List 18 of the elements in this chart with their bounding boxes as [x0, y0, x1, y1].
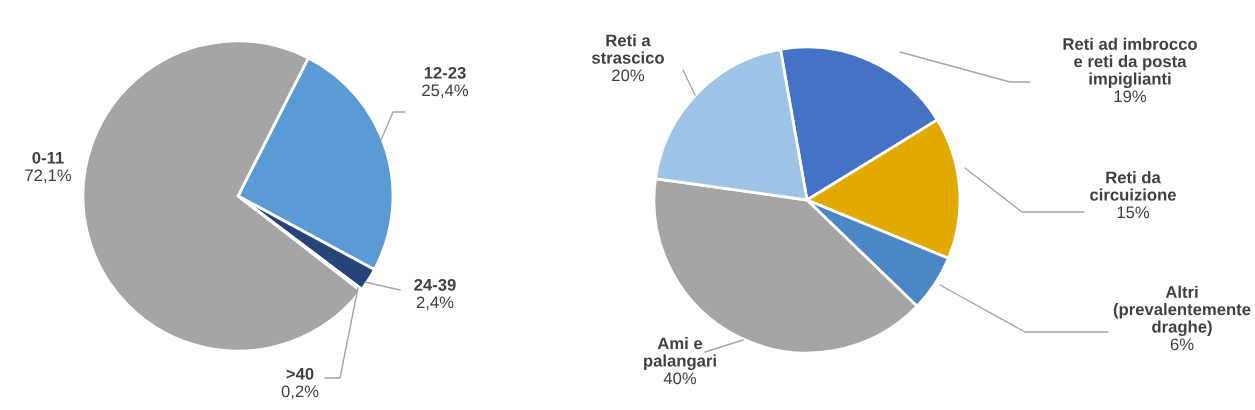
data-label: 6% — [1170, 338, 1194, 351]
slice-label: Reti ad imbrocco e reti da posta impiglianti — [1063, 37, 1197, 88]
data-label: 2,4% — [416, 296, 454, 311]
data-label: 40% — [663, 372, 697, 385]
slice-label: 0-11 — [32, 151, 64, 164]
data-label: 25,4% — [422, 84, 469, 99]
data-label: 20% — [612, 69, 645, 82]
data-label: 15% — [1117, 206, 1150, 219]
slice-label: Reti da circuizione — [1090, 171, 1176, 201]
data-label: 0,2% — [281, 385, 319, 400]
slice-label: >40 — [286, 367, 314, 380]
slice-label: Ami e palangari — [644, 337, 716, 370]
data-label: 19% — [1114, 90, 1147, 103]
slice-label: Reti a strascico — [591, 34, 664, 64]
data-label: 72,1% — [25, 169, 72, 184]
slice-label: 12-23 — [424, 66, 466, 79]
slice-label: Altri (prevalentemente draghe) — [1113, 285, 1251, 336]
slice-label: 24-39 — [414, 278, 456, 291]
